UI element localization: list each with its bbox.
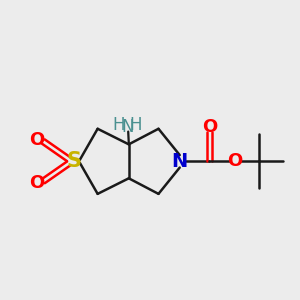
Text: O: O xyxy=(29,131,44,149)
Text: H: H xyxy=(130,116,142,134)
Text: O: O xyxy=(202,118,217,136)
Text: O: O xyxy=(29,174,44,192)
Text: N: N xyxy=(121,118,134,136)
Text: O: O xyxy=(227,152,242,170)
Text: N: N xyxy=(172,152,188,171)
Text: S: S xyxy=(66,151,81,171)
Text: H: H xyxy=(112,116,125,134)
